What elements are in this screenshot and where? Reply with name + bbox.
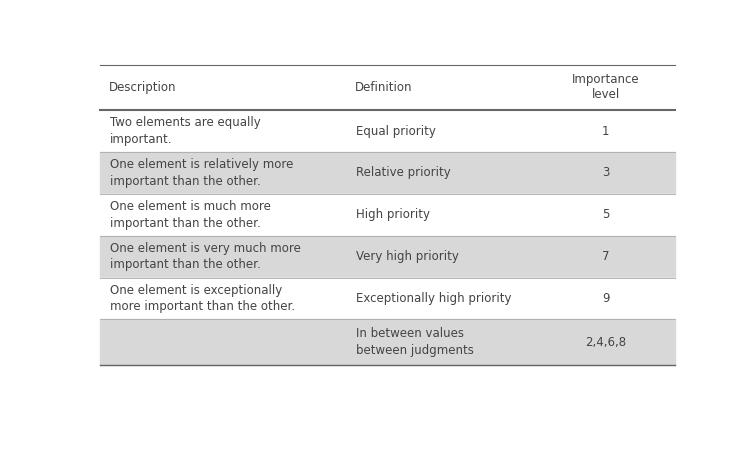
Text: Very high priority: Very high priority [356,250,460,263]
Text: Importance
level: Importance level [572,73,640,101]
Text: 3: 3 [602,166,609,179]
Text: 1: 1 [602,125,609,138]
Bar [101,65,674,110]
Text: Description: Description [109,81,177,94]
Text: One element is much more
important than the other.: One element is much more important than … [110,200,271,230]
Text: In between values
between judgments: In between values between judgments [356,328,474,357]
Text: 2,4,6,8: 2,4,6,8 [585,336,626,349]
Text: 5: 5 [602,208,609,222]
Text: Exceptionally high priority: Exceptionally high priority [356,292,512,305]
Text: 7: 7 [602,250,609,263]
Bar [101,319,674,365]
Text: Definition: Definition [355,81,413,94]
Bar [101,236,674,278]
Text: One element is relatively more
important than the other.: One element is relatively more important… [110,158,293,188]
Text: Relative priority: Relative priority [356,166,451,179]
Bar [101,194,674,236]
Text: One element is exceptionally
more important than the other.: One element is exceptionally more import… [110,284,296,313]
Text: 9: 9 [602,292,609,305]
Text: One element is very much more
important than the other.: One element is very much more important … [110,242,301,271]
Bar [101,110,674,152]
Bar [101,152,674,194]
Text: High priority: High priority [356,208,430,222]
Text: Equal priority: Equal priority [356,125,436,138]
Bar [101,278,674,319]
Text: Two elements are equally
important.: Two elements are equally important. [110,116,261,146]
